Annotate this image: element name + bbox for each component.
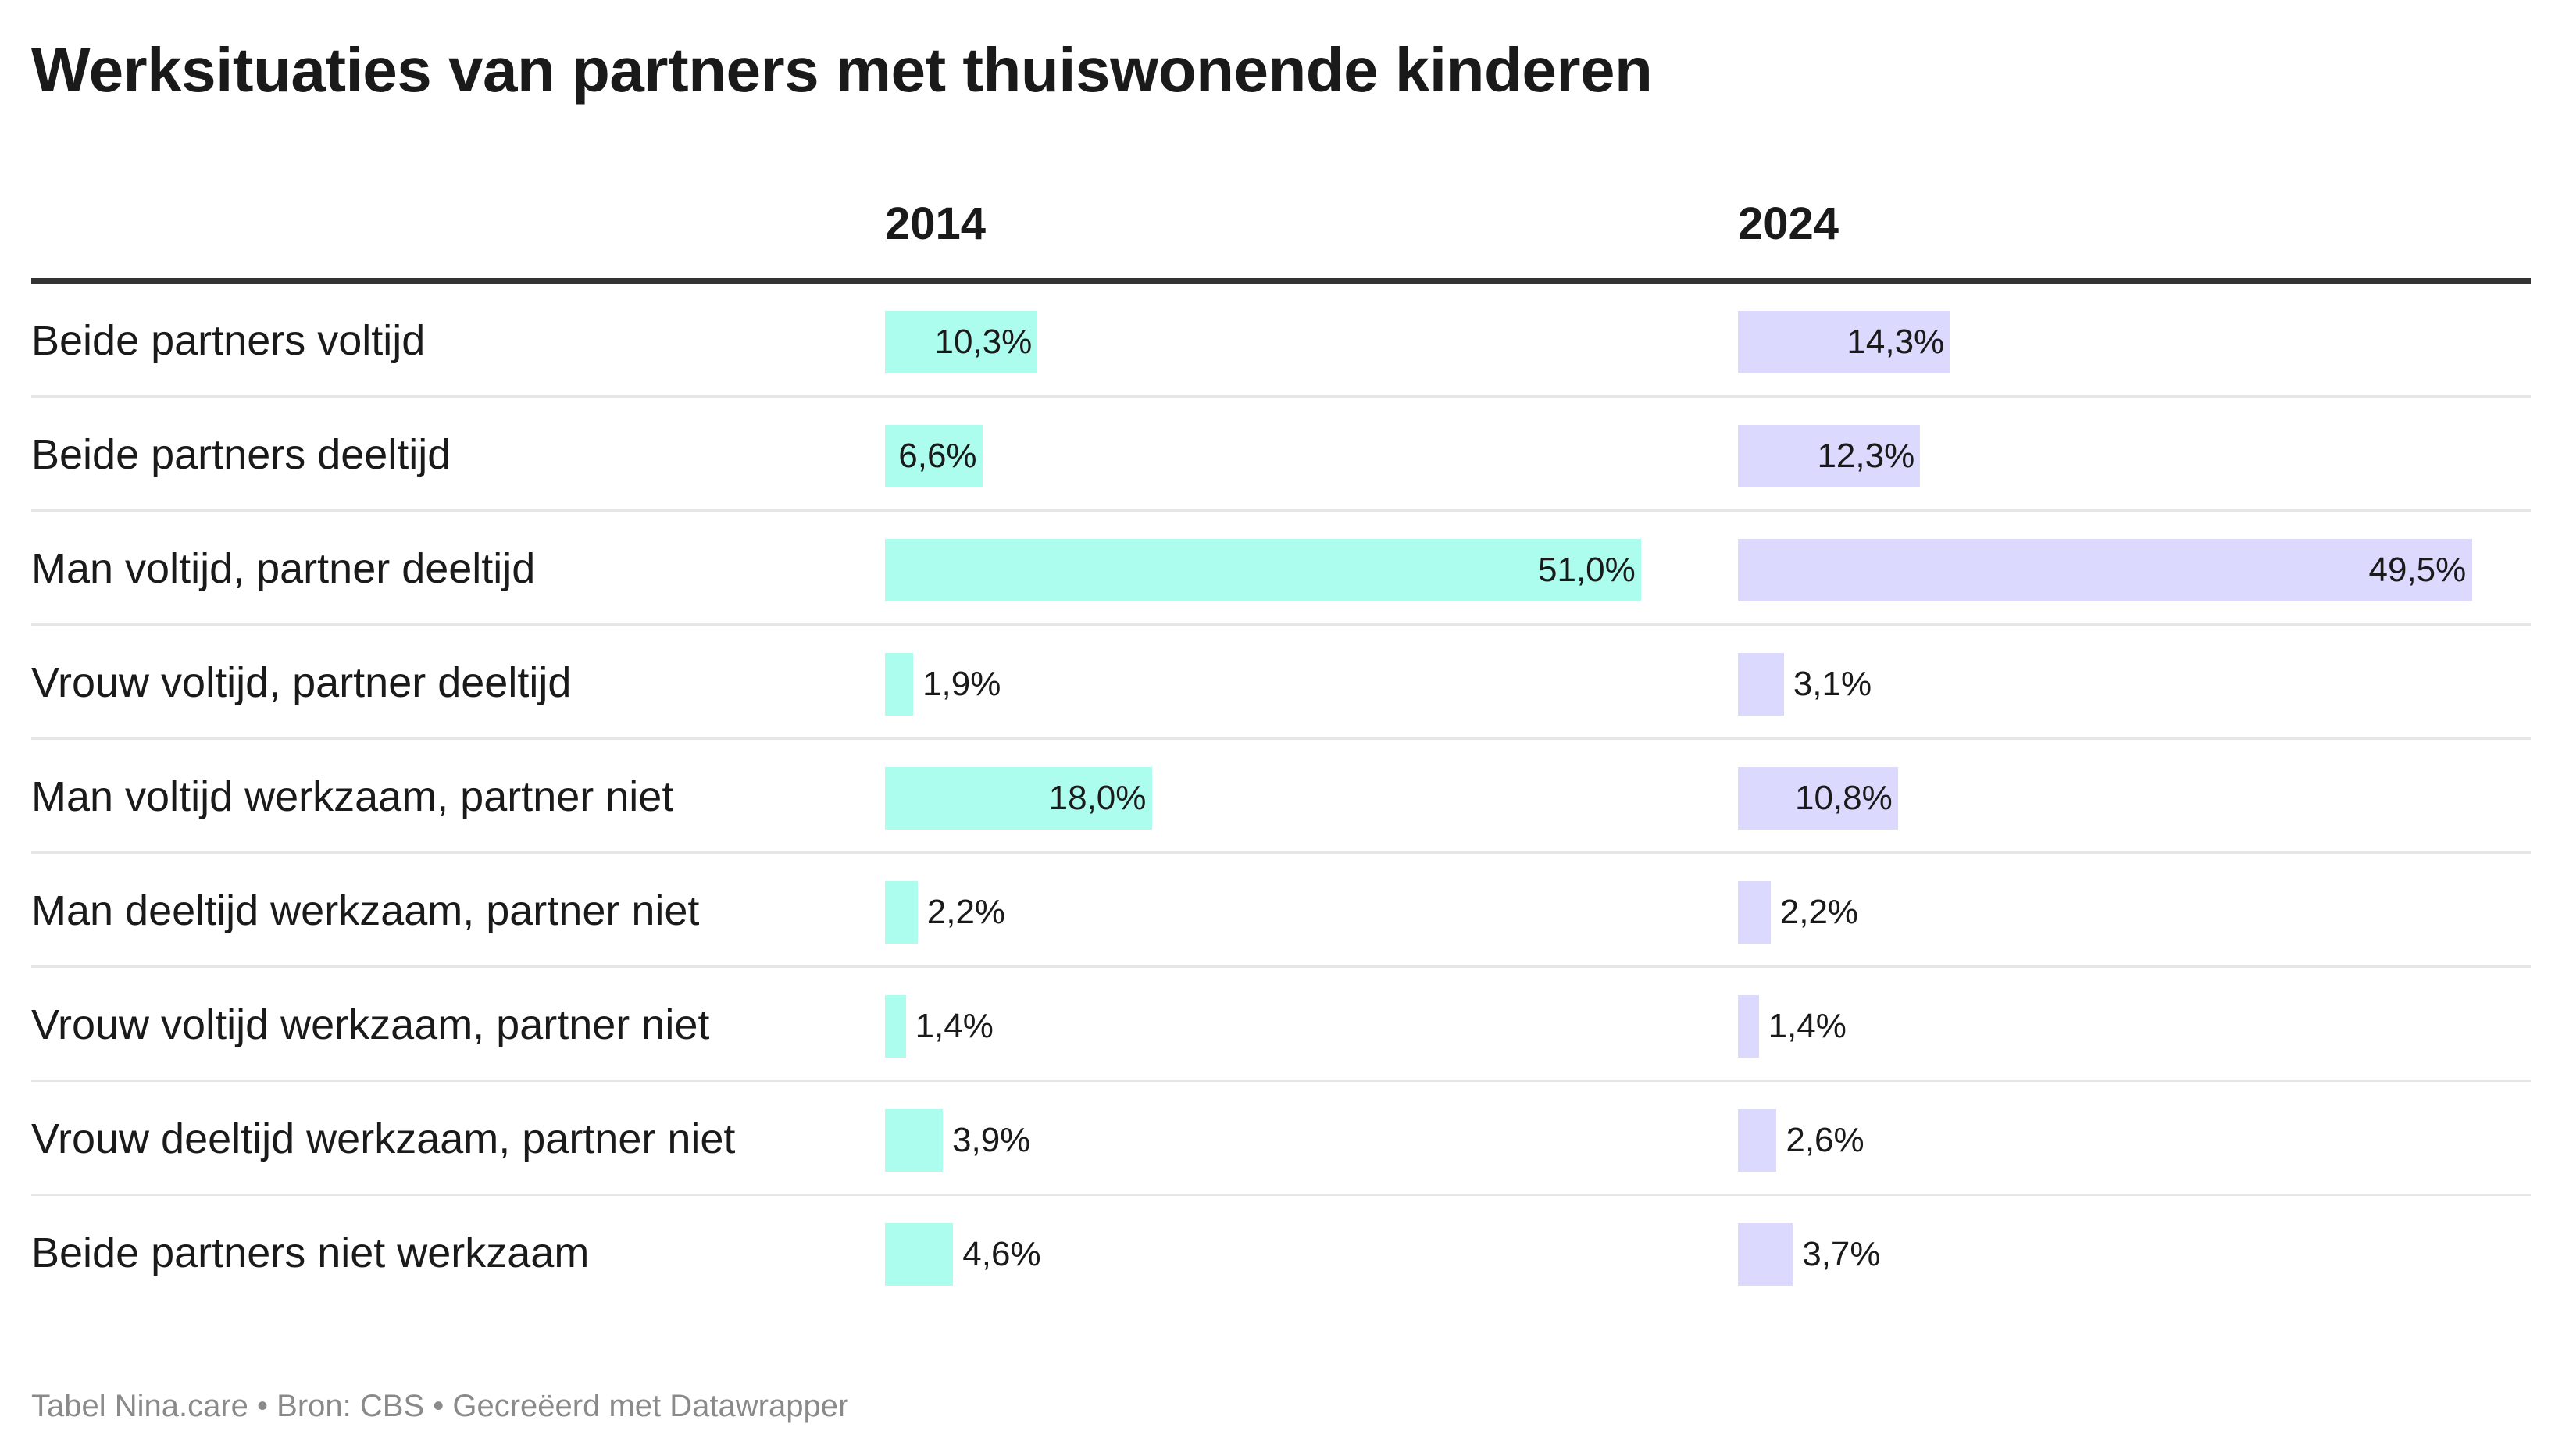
table-row: Vrouw voltijd werkzaam, partner niet 1,4%… <box>31 968 2531 1082</box>
bar-cell-2014: 2,2% <box>885 854 1666 968</box>
bar-cell-2014: 3,9% <box>885 1082 1666 1196</box>
bar-value-label: 2,2% <box>926 893 1006 931</box>
table-row: Man voltijd, partner deeltijd 51,0% 49,5% <box>31 512 2531 626</box>
bar-value-label: 3,9% <box>952 1121 1031 1159</box>
table-row: Man voltijd werkzaam, partner niet 18,0% 1… <box>31 740 2531 854</box>
table-row: Man deeltijd werkzaam, partner niet 2,2% 2… <box>31 854 2531 968</box>
table-row: Beide partners niet werkzaam 4,6% 3,7% <box>31 1196 2531 1310</box>
bar-cell-2014: 1,4% <box>885 968 1666 1082</box>
bar-value-label: 1,9% <box>922 665 1001 703</box>
bar-value-label: 14,3% <box>1847 323 1945 361</box>
bar-value-label: 49,5% <box>2368 551 2467 589</box>
bar-cell-2024: 10,8% <box>1738 740 2519 854</box>
bar-value-label: 10,3% <box>934 323 1033 361</box>
bar-2014 <box>885 425 983 487</box>
row-label: Vrouw voltijd, partner deeltijd <box>31 659 572 706</box>
bar-value-label: 6,6% <box>898 437 977 475</box>
row-label: Man voltijd werkzaam, partner niet <box>31 773 674 820</box>
bar-cell-2024: 3,1% <box>1738 626 2519 740</box>
bar-value-label: 2,6% <box>1786 1121 1864 1159</box>
bar-cell-2014: 18,0% <box>885 740 1666 854</box>
bar-2024 <box>1738 539 2472 601</box>
bar-2024 <box>1738 995 1759 1058</box>
bar-value-label: 2,2% <box>1779 893 1859 931</box>
bar-value-label: 12,3% <box>1817 437 1915 475</box>
table-body: Beide partners voltijd 10,3% 14,3% Beide pa… <box>31 284 2531 1310</box>
bar-2024 <box>1738 311 1950 373</box>
row-label: Beide partners voltijd <box>31 317 426 364</box>
bar-cell-2014: 4,6% <box>885 1196 1666 1310</box>
bar-value-label: 3,7% <box>1802 1235 1881 1273</box>
bar-cell-2024: 1,4% <box>1738 968 2519 1082</box>
bar-value-label: 18,0% <box>1048 779 1147 817</box>
table-row: Vrouw deeltijd werkzaam, partner niet 3,9… <box>31 1082 2531 1196</box>
bar-2014 <box>885 1223 954 1286</box>
table-row: Beide partners deeltijd 6,6% 12,3% <box>31 398 2531 512</box>
row-label: Man voltijd, partner deeltijd <box>31 545 536 592</box>
row-label: Beide partners niet werkzaam <box>31 1229 590 1276</box>
bar-2014 <box>885 539 1641 601</box>
bar-2014 <box>885 1109 944 1172</box>
source-footer: Tabel Nina.care • Bron: CBS • Gecreëerd … <box>31 1389 849 1423</box>
bar-2024 <box>1738 653 1784 716</box>
chart-title: Werksituaties van partners met thuiswone… <box>31 35 1653 105</box>
bar-cell-2014: 10,3% <box>885 284 1666 398</box>
bar-value-label: 3,1% <box>1793 665 1872 703</box>
column-header-2014: 2014 <box>885 198 987 249</box>
bar-2024 <box>1738 1109 1777 1172</box>
row-label: Beide partners deeltijd <box>31 431 451 478</box>
row-label: Man deeltijd werkzaam, partner niet <box>31 887 700 934</box>
row-label: Vrouw voltijd werkzaam, partner niet <box>31 1001 710 1048</box>
bar-value-label: 51,0% <box>1538 551 1636 589</box>
row-label: Vrouw deeltijd werkzaam, partner niet <box>31 1115 736 1162</box>
header-rule <box>31 278 2531 284</box>
bar-cell-2014: 1,9% <box>885 626 1666 740</box>
bar-cell-2014: 6,6% <box>885 398 1666 512</box>
bar-value-label: 10,8% <box>1794 779 1893 817</box>
bar-cell-2024: 2,6% <box>1738 1082 2519 1196</box>
bar-value-label: 4,6% <box>962 1235 1041 1273</box>
bar-2024 <box>1738 1223 1793 1286</box>
bar-2014 <box>885 767 1152 830</box>
bar-cell-2024: 2,2% <box>1738 854 2519 968</box>
bar-value-label: 1,4% <box>1768 1007 1847 1045</box>
bar-2024 <box>1738 767 1898 830</box>
table-row: Beide partners voltijd 10,3% 14,3% <box>31 284 2531 398</box>
bar-value-label: 1,4% <box>915 1007 994 1045</box>
bar-2014 <box>885 653 914 716</box>
bar-cell-2024: 3,7% <box>1738 1196 2519 1310</box>
column-header-2024: 2024 <box>1738 198 1839 249</box>
table-row: Vrouw voltijd, partner deeltijd 1,9% 3,1% <box>31 626 2531 740</box>
bar-2014 <box>885 881 918 944</box>
bar-cell-2024: 49,5% <box>1738 512 2519 626</box>
bar-2024 <box>1738 881 1771 944</box>
bar-cell-2024: 14,3% <box>1738 284 2519 398</box>
bar-cell-2024: 12,3% <box>1738 398 2519 512</box>
bar-2014 <box>885 311 1038 373</box>
bar-2024 <box>1738 425 1921 487</box>
bar-cell-2014: 51,0% <box>885 512 1666 626</box>
bar-2014 <box>885 995 906 1058</box>
